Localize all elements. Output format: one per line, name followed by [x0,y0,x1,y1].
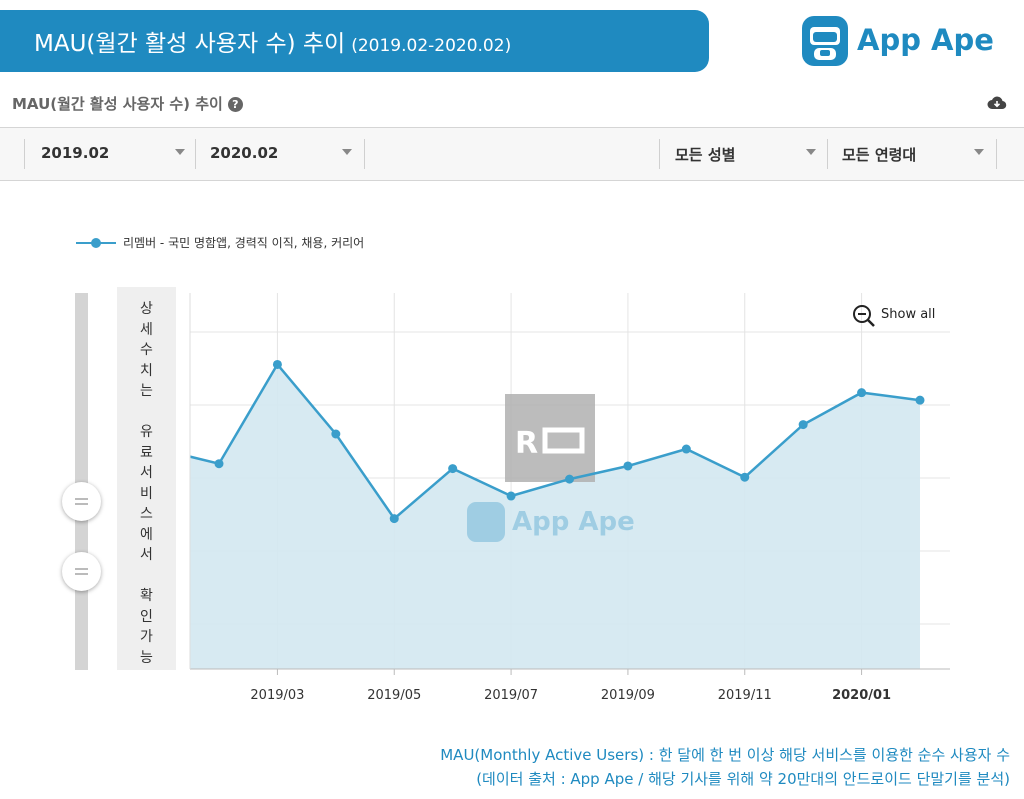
age-value: 모든 연령대 [842,146,917,164]
data-point[interactable] [857,388,867,398]
data-point[interactable] [681,444,691,454]
panel-title: MAU(월간 활성 사용자 수) 추이? [12,93,243,114]
age-select[interactable]: 모든 연령대 [828,128,995,180]
data-point[interactable] [214,459,224,469]
series-area-fill [190,364,920,669]
page-title-text: MAU(월간 활성 사용자 수) 추이 [34,31,346,57]
x-tick-label: 2019/03 [250,688,304,703]
x-tick-label: 2019/11 [718,688,772,703]
series-line [189,362,921,521]
show-all-label: Show all [881,307,936,322]
end-month-value: 2020.02 [210,144,279,162]
page-title-period: (2019.02-2020.02) [351,36,512,56]
panel-title-text: MAU(월간 활성 사용자 수) 추이 [12,95,223,113]
watermark: R App Ape [467,394,635,542]
chevron-down-icon [806,149,816,155]
footnote-definition: MAU(Monthly Active Users) : 한 달에 한 번 이상 … [440,746,1010,764]
watermark-text: App Ape [512,507,635,537]
range-slider-handle-top[interactable] [62,482,101,521]
filter-divider [24,139,25,169]
brand-name: App Ape [857,23,994,57]
title-banner: MAU(월간 활성 사용자 수) 추이 (2019.02-2020.02) [0,10,709,72]
end-month-select[interactable]: 2020.02 [196,128,364,180]
filter-divider [195,139,196,169]
data-point[interactable] [448,464,458,474]
x-tick-label: 2019/09 [601,688,655,703]
gender-value: 모든 성별 [675,146,736,164]
data-point[interactable] [389,514,399,524]
footnote-source: (데이터 출처 : App Ape / 해당 기사를 위해 약 20만대의 안드… [476,770,1010,788]
data-point[interactable] [272,359,282,369]
start-month-select[interactable]: 2019.02 [25,128,195,180]
x-tick-label: 2019/05 [367,688,421,703]
filter-divider [827,139,828,169]
start-month-value: 2019.02 [41,144,110,162]
x-tick-label: 2020/01 [832,688,891,703]
data-point[interactable] [915,395,925,405]
page-title: MAU(월간 활성 사용자 수) 추이 (2019.02-2020.02) [34,24,511,58]
x-tick-label: 2019/07 [484,688,538,703]
paid-detail-note-text: 상 세 수 치 는 유 료 서 비 스 에 서 확 인 가 능 [140,301,153,666]
filter-divider [996,139,997,169]
chevron-down-icon [342,149,352,155]
data-point[interactable] [740,472,750,482]
cloud-download-icon[interactable] [987,95,1007,111]
brand-logo: App Ape [800,12,1010,72]
watermark-badge-letter: R [515,426,538,461]
gender-select[interactable]: 모든 성별 [660,128,827,180]
app-ape-logo-icon [802,16,848,66]
chevron-down-icon [175,149,185,155]
data-point[interactable] [798,420,808,430]
zoom-out-icon [853,305,875,327]
filter-divider [659,139,660,169]
data-point[interactable] [623,461,633,471]
data-point[interactable] [506,491,516,501]
chevron-down-icon [974,149,984,155]
legend-marker [91,238,101,248]
filter-divider [364,139,365,169]
data-point[interactable] [331,429,341,439]
legend-label: 리멤버 - 국민 명함앱, 경력직 이직, 채용, 커리어 [123,236,365,250]
range-slider-handle-bottom[interactable] [62,552,101,591]
question-circle-icon[interactable]: ? [227,97,243,112]
watermark-badge-frame [542,427,585,454]
filter-bar: 2019.02 2020.02 모든 성별 모든 연령대 [0,127,1024,181]
data-point[interactable] [565,474,574,484]
paid-detail-note: 상 세 수 치 는 유 료 서 비 스 에 서 확 인 가 능 [117,287,176,670]
watermark-logo-icon [467,502,505,542]
